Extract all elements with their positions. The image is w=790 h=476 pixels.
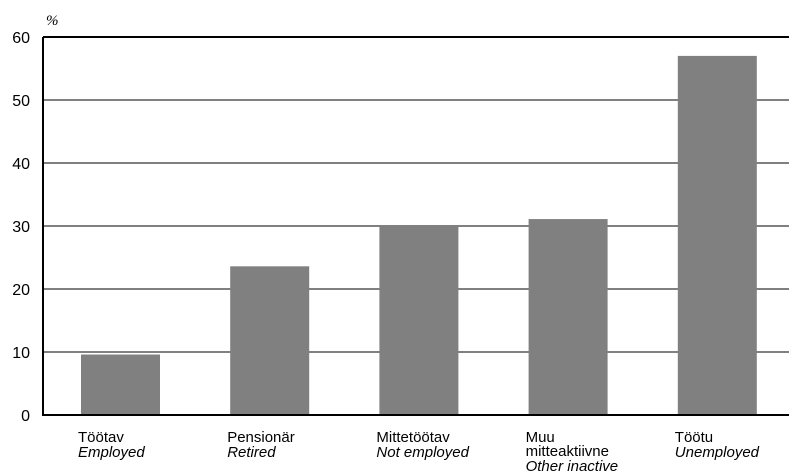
bars [81, 55, 757, 416]
y-tick-labels: 0 10 20 30 40 50 60 [12, 30, 30, 425]
bar-0 [81, 354, 160, 415]
bar-3 [528, 219, 608, 415]
category-label-en: Employed [78, 444, 145, 461]
y-tick-label: 60 [12, 30, 30, 47]
y-tick-label: 20 [12, 282, 30, 299]
category-label-et: Pensionär [227, 429, 295, 446]
bar-2 [379, 226, 459, 415]
y-tick-label: 10 [12, 345, 30, 362]
y-tick-label: 50 [12, 93, 30, 110]
category-label-et: Töötu [675, 429, 713, 446]
category-label-en: Unemployed [675, 444, 760, 461]
y-tick-label: 0 [21, 408, 30, 425]
category-label-et: Mittetöötav [376, 429, 450, 446]
y-tick-label: 40 [12, 156, 30, 173]
category-label-et: Muu [526, 429, 555, 446]
category-label-et: Töötav [78, 429, 124, 446]
category-label-en: Retired [227, 444, 276, 461]
bar-1 [230, 266, 310, 415]
category-label-en: Other inactive [526, 458, 619, 475]
y-tick-label: 30 [12, 219, 30, 236]
axes [42, 37, 789, 416]
y-axis-unit: % [46, 13, 59, 29]
category-label-et: mitteaktiivne [526, 443, 609, 460]
category-label-en: Not employed [376, 444, 469, 461]
bar-4 [677, 55, 757, 416]
